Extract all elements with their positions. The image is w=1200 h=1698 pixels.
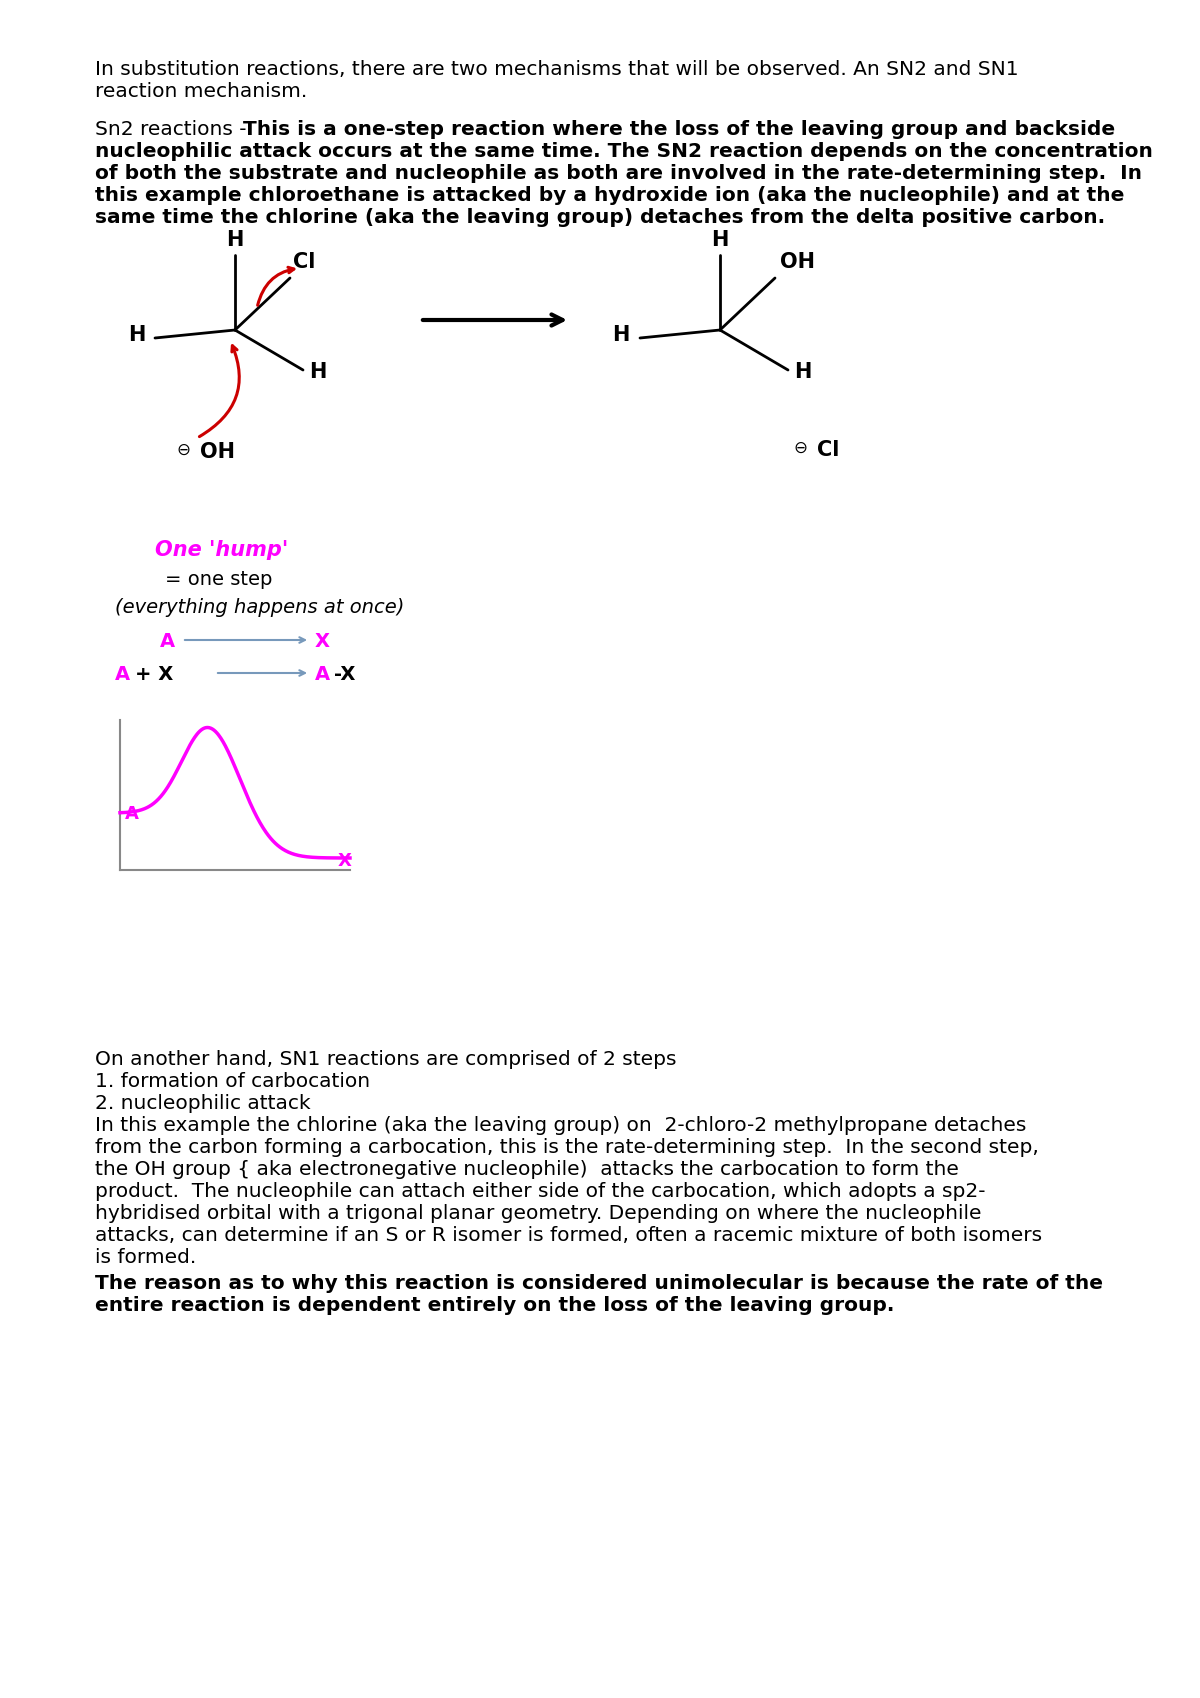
Text: H: H — [712, 229, 728, 250]
Text: This is a one-step reaction where the loss of the leaving group and backside: This is a one-step reaction where the lo… — [242, 121, 1115, 139]
Text: this example chloroethane is attacked by a hydroxide ion (aka the nucleophile) a: this example chloroethane is attacked by… — [95, 187, 1124, 205]
Text: Cl: Cl — [817, 440, 839, 460]
Text: entire reaction is dependent entirely on the loss of the leaving group.: entire reaction is dependent entirely on… — [95, 1296, 894, 1314]
Text: H: H — [227, 229, 244, 250]
Text: H: H — [794, 362, 811, 382]
Text: ⊖: ⊖ — [793, 440, 806, 457]
Text: A: A — [314, 666, 330, 684]
Text: In substitution reactions, there are two mechanisms that will be observed. An SN: In substitution reactions, there are two… — [95, 59, 1019, 80]
Text: In this example the chlorine (aka the leaving group) on  2-chloro-2 methylpropan: In this example the chlorine (aka the le… — [95, 1116, 1026, 1134]
Text: is formed.: is formed. — [95, 1248, 197, 1267]
Text: H: H — [310, 362, 326, 382]
Text: On another hand, SN1 reactions are comprised of 2 steps: On another hand, SN1 reactions are compr… — [95, 1049, 677, 1070]
Text: -X: -X — [334, 666, 355, 684]
Text: hybridised orbital with a trigonal planar geometry. Depending on where the nucle: hybridised orbital with a trigonal plana… — [95, 1204, 982, 1223]
Text: A: A — [125, 805, 139, 824]
Text: 1. formation of carbocation: 1. formation of carbocation — [95, 1071, 370, 1092]
Text: product.  The nucleophile can attach either side of the carbocation, which adopt: product. The nucleophile can attach eith… — [95, 1182, 985, 1200]
Text: 2. nucleophilic attack: 2. nucleophilic attack — [95, 1094, 311, 1112]
Text: = one step: = one step — [166, 571, 272, 589]
Text: reaction mechanism.: reaction mechanism. — [95, 82, 307, 100]
Text: A: A — [160, 632, 175, 650]
Text: X: X — [314, 632, 330, 650]
Text: The reason as to why this reaction is considered unimolecular is because the rat: The reason as to why this reaction is co… — [95, 1274, 1103, 1292]
Text: the OH group { aka electronegative nucleophile)  attacks the carbocation to form: the OH group { aka electronegative nucle… — [95, 1160, 959, 1178]
Text: from the carbon forming a carbocation, this is the rate-determining step.  In th: from the carbon forming a carbocation, t… — [95, 1138, 1039, 1156]
Text: attacks, can determine if an S or R isomer is formed, often a racemic mixture of: attacks, can determine if an S or R isom… — [95, 1226, 1042, 1245]
Text: + X: + X — [134, 666, 173, 684]
Text: H: H — [613, 324, 630, 345]
Text: same time the chlorine (aka the leaving group) detaches from the delta positive : same time the chlorine (aka the leaving … — [95, 207, 1105, 228]
Text: (everything happens at once): (everything happens at once) — [115, 598, 404, 616]
Text: of both the substrate and nucleophile as both are involved in the rate-determini: of both the substrate and nucleophile as… — [95, 165, 1142, 183]
Text: OH: OH — [780, 251, 815, 272]
Text: X: X — [338, 852, 352, 869]
Text: Sn2 reactions -: Sn2 reactions - — [95, 121, 253, 139]
Text: A: A — [115, 666, 130, 684]
Text: One 'hump': One 'hump' — [155, 540, 288, 560]
Text: Cl: Cl — [293, 251, 316, 272]
Text: H: H — [127, 324, 145, 345]
Text: nucleophilic attack occurs at the same time. The SN2 reaction depends on the con: nucleophilic attack occurs at the same t… — [95, 143, 1153, 161]
Text: OH: OH — [200, 441, 235, 462]
Text: ⊖: ⊖ — [176, 441, 190, 458]
